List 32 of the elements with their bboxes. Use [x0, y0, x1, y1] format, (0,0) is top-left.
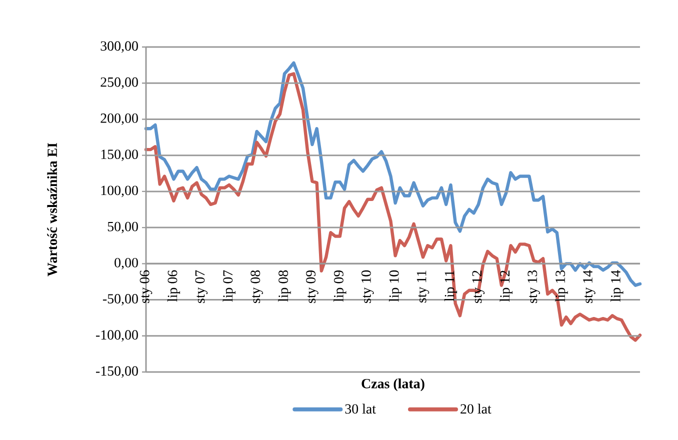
x-tick-label: lip 06	[167, 270, 180, 302]
x-tick-label: lip 13	[555, 270, 568, 302]
y-tick-label: -150,00	[96, 366, 138, 378]
x-tick-label: sty 06	[140, 270, 152, 303]
x-tick-label: sty 13	[528, 270, 540, 303]
legend-label: 20 lat	[460, 404, 492, 414]
x-tick-label: sty 14	[583, 270, 596, 303]
y-tick-label: 250,00	[100, 77, 138, 89]
x-tick-label: lip 14	[610, 270, 624, 302]
x-tick-label: sty 09	[306, 270, 318, 303]
x-tick-label: lip 08	[278, 270, 291, 302]
x-tick-label: sty 10	[361, 270, 374, 303]
y-tick-label: -100,00	[96, 330, 138, 342]
y-axis-title: Wartość wskaźnika EI	[47, 142, 58, 276]
y-tick-label: 150,00	[101, 150, 138, 162]
x-tick-label: lip 07	[222, 270, 236, 302]
x-tick-label: lip 12	[500, 270, 512, 302]
x-tick-label: lip 09	[334, 270, 346, 302]
x-tick-label: sty 08	[250, 270, 263, 303]
y-tick-label: 100,00	[101, 186, 138, 198]
x-tick-label: sty 11	[416, 270, 430, 302]
x-tick-label: sty 12	[472, 270, 485, 303]
x-tick-label: lip 10	[388, 270, 402, 302]
y-tick-label: 0,00	[114, 258, 138, 270]
y-tick-label: 200,00	[100, 114, 138, 125]
x-tick-label: lip 11	[444, 270, 458, 302]
legend-label: 30 lat	[345, 404, 376, 414]
y-tick-label: 300,00	[100, 41, 138, 53]
y-tick-label: 50,00	[108, 222, 138, 234]
x-axis-title: Czas (lata)	[362, 378, 424, 392]
y-tick-label: -50,00	[102, 294, 138, 306]
x-tick-label: sty 07	[195, 270, 208, 303]
